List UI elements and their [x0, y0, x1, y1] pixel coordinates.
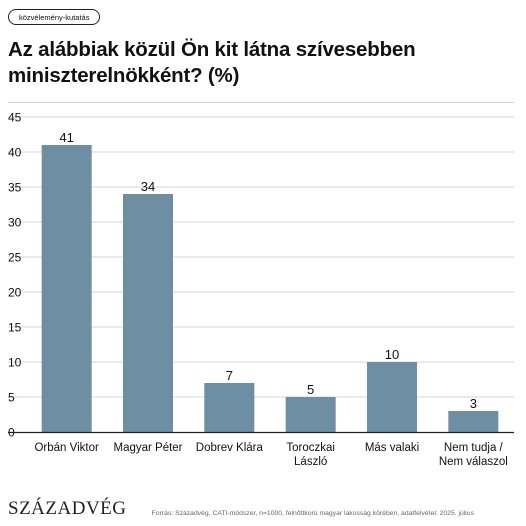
y-tick-label: 25 [8, 251, 22, 265]
y-tick-label: 35 [8, 181, 22, 195]
bar [41, 145, 92, 432]
data-label: 34 [141, 179, 155, 194]
x-tick-label: Nem tudja / Nem válaszol [439, 442, 508, 468]
y-tick-label: 40 [8, 146, 22, 160]
y-tick-label: 10 [8, 356, 22, 370]
data-label: 10 [385, 347, 399, 362]
y-tick-label: 20 [8, 286, 22, 300]
y-tick-label: 45 [8, 111, 22, 125]
bar [123, 194, 173, 432]
bar [367, 362, 417, 432]
data-label: 41 [59, 130, 73, 145]
bar [204, 383, 255, 432]
category-tag: közvélemény-kutatás [8, 9, 101, 25]
data-label: 7 [226, 368, 233, 383]
data-label: 3 [470, 396, 477, 411]
source-note: Forrás: Századvég, CATI-módszer, n=1000,… [151, 510, 474, 517]
x-tick-label: Magyar Péter [113, 442, 182, 454]
bar [448, 411, 499, 432]
x-tick-label: Orbán Viktor [34, 442, 99, 454]
brand-logo: SZÁZADVÉG [8, 498, 127, 519]
bar [285, 397, 336, 432]
y-tick-label: 30 [8, 216, 22, 230]
x-tick-label: Dobrev Klára [196, 442, 264, 454]
chart-title: Az alábbiak közül Ön kit látna szívesebb… [8, 38, 416, 87]
y-tick-label: 5 [8, 391, 15, 405]
top-divider [8, 102, 514, 103]
data-label: 5 [307, 382, 314, 397]
y-tick-label: 15 [8, 321, 22, 335]
x-tick-label: Toroczkai László [286, 442, 335, 468]
x-tick-label: Más valaki [365, 442, 419, 454]
